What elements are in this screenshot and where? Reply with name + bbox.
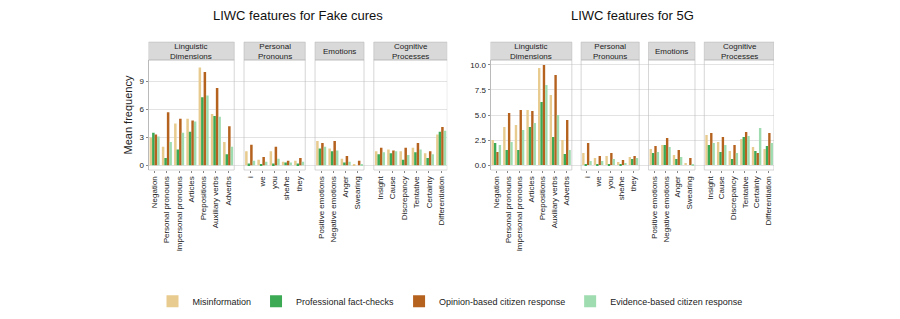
svg-text:Misinformation: Misinformation <box>193 297 252 307</box>
svg-text:0.0: 0.0 <box>475 161 487 170</box>
svg-text:Differentiation: Differentiation <box>764 176 773 225</box>
svg-text:Impersonal pronouns: Impersonal pronouns <box>515 176 524 251</box>
svg-text:Anger: Anger <box>673 176 682 198</box>
svg-text:Tentative: Tentative <box>412 176 421 209</box>
svg-text:Adverbs: Adverbs <box>562 176 571 205</box>
svg-text:Negation: Negation <box>492 176 501 208</box>
svg-text:Cause: Cause <box>717 176 726 200</box>
svg-text:CognitiveProcesses: CognitiveProcesses <box>392 42 429 61</box>
svg-text:i: i <box>246 176 255 178</box>
svg-text:Evidence-based citizen respons: Evidence-based citizen response <box>610 297 742 307</box>
svg-text:PersonalPronouns: PersonalPronouns <box>258 42 292 61</box>
svg-text:2.5: 2.5 <box>475 136 487 145</box>
svg-text:Certainty: Certainty <box>425 176 434 208</box>
svg-text:Auxiliary verbs: Auxiliary verbs <box>211 176 220 228</box>
svg-text:Cause: Cause <box>388 176 397 200</box>
svg-text:she/he: she/he <box>617 176 626 201</box>
svg-text:Certainty: Certainty <box>752 176 761 208</box>
svg-text:Negative emotions: Negative emotions <box>329 176 338 242</box>
svg-text:we: we <box>258 176 267 188</box>
svg-text:they: they <box>629 176 638 191</box>
svg-text:Impersonal pronouns: Impersonal pronouns <box>175 176 184 251</box>
svg-text:Discrepancy: Discrepancy <box>400 176 409 220</box>
svg-text:Articles: Articles <box>187 176 196 202</box>
svg-text:PersonalPronouns: PersonalPronouns <box>593 42 627 61</box>
svg-text:Prepositions: Prepositions <box>199 176 208 220</box>
svg-text:3: 3 <box>139 133 144 142</box>
svg-text:LIWC features for Fake cures: LIWC features for Fake cures <box>213 8 383 23</box>
svg-text:Articles: Articles <box>527 176 536 202</box>
svg-text:you: you <box>270 176 279 189</box>
svg-text:Professional fact-checks: Professional fact-checks <box>296 297 394 307</box>
svg-text:you: you <box>606 176 615 189</box>
svg-text:Prepositions: Prepositions <box>538 176 547 220</box>
svg-text:Differentiation: Differentiation <box>437 176 446 225</box>
svg-text:Insight: Insight <box>706 175 715 199</box>
svg-text:0: 0 <box>139 161 144 170</box>
svg-text:Insight: Insight <box>376 175 385 199</box>
svg-text:Swearing: Swearing <box>685 176 694 209</box>
svg-text:Mean frequency: Mean frequency <box>122 75 134 154</box>
svg-text:LinguisticDimensions: LinguisticDimensions <box>170 42 212 61</box>
svg-text:Personal pronouns: Personal pronouns <box>504 176 513 243</box>
svg-text:Positive emotions: Positive emotions <box>650 176 659 239</box>
svg-text:LIWC features for 5G: LIWC features for 5G <box>571 8 694 23</box>
svg-text:she/he: she/he <box>282 176 291 201</box>
svg-text:CognitiveProcesses: CognitiveProcesses <box>721 42 758 61</box>
svg-text:LinguisticDimensions: LinguisticDimensions <box>510 42 552 61</box>
svg-text:Auxiliary verbs: Auxiliary verbs <box>550 176 559 228</box>
svg-text:5.0: 5.0 <box>475 111 487 120</box>
svg-text:Personal pronouns: Personal pronouns <box>162 176 171 243</box>
svg-text:Swearing: Swearing <box>354 176 363 209</box>
svg-text:i: i <box>583 176 592 178</box>
svg-text:Emotions: Emotions <box>323 47 356 56</box>
svg-text:they: they <box>295 176 304 191</box>
svg-text:10.0: 10.0 <box>470 61 486 70</box>
svg-text:Tentative: Tentative <box>741 176 750 209</box>
svg-text:Emotions: Emotions <box>655 47 688 56</box>
svg-text:we: we <box>594 176 603 188</box>
svg-text:Discrepancy: Discrepancy <box>729 176 738 220</box>
svg-text:Anger: Anger <box>341 176 350 198</box>
svg-text:Negative emotions: Negative emotions <box>662 176 671 242</box>
svg-text:6: 6 <box>139 105 144 114</box>
svg-text:Adverbs: Adverbs <box>224 176 233 205</box>
svg-text:7.5: 7.5 <box>475 86 487 95</box>
svg-text:9: 9 <box>139 77 144 86</box>
svg-text:Opinion-based citizen response: Opinion-based citizen response <box>439 297 565 307</box>
svg-text:Negation: Negation <box>150 176 159 208</box>
svg-text:Positive emotions: Positive emotions <box>317 176 326 239</box>
